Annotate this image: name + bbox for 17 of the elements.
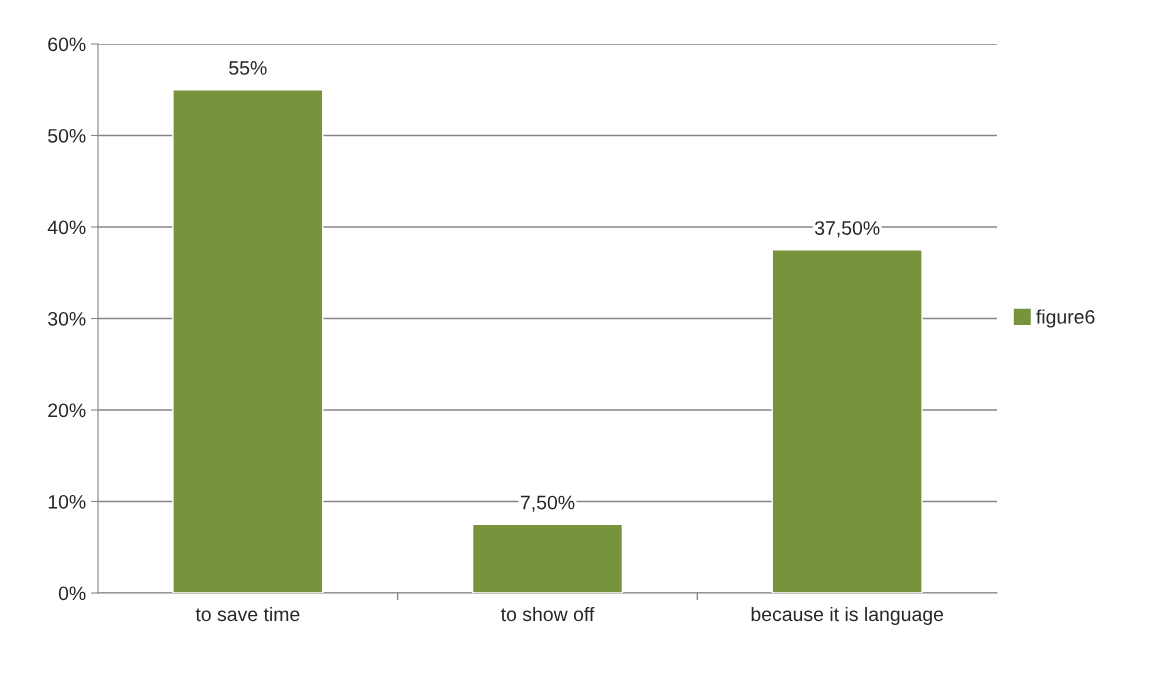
text: 37,50%	[814, 221, 880, 238]
y-tick-label: 10%	[48, 494, 86, 509]
x-tick-label: to save time	[195, 606, 300, 622]
x-tick-label: because it is language	[751, 606, 944, 626]
y-tick-label: 0%	[58, 586, 86, 601]
y-tick-label: 40%	[47, 220, 86, 235]
x-tick-label: to show off	[500, 606, 595, 622]
y-tick-label: 50%	[48, 128, 86, 143]
y-tick-label: 60%	[48, 37, 86, 52]
bar	[172, 89, 324, 593]
bar	[771, 249, 923, 593]
text: 7,50%	[520, 495, 575, 512]
text: 55%	[229, 61, 267, 75]
legend-label: figure6	[1036, 309, 1095, 328]
y-tick-label: 20%	[48, 403, 86, 418]
bar	[471, 523, 624, 593]
y-tick-label: 30%	[48, 311, 86, 326]
